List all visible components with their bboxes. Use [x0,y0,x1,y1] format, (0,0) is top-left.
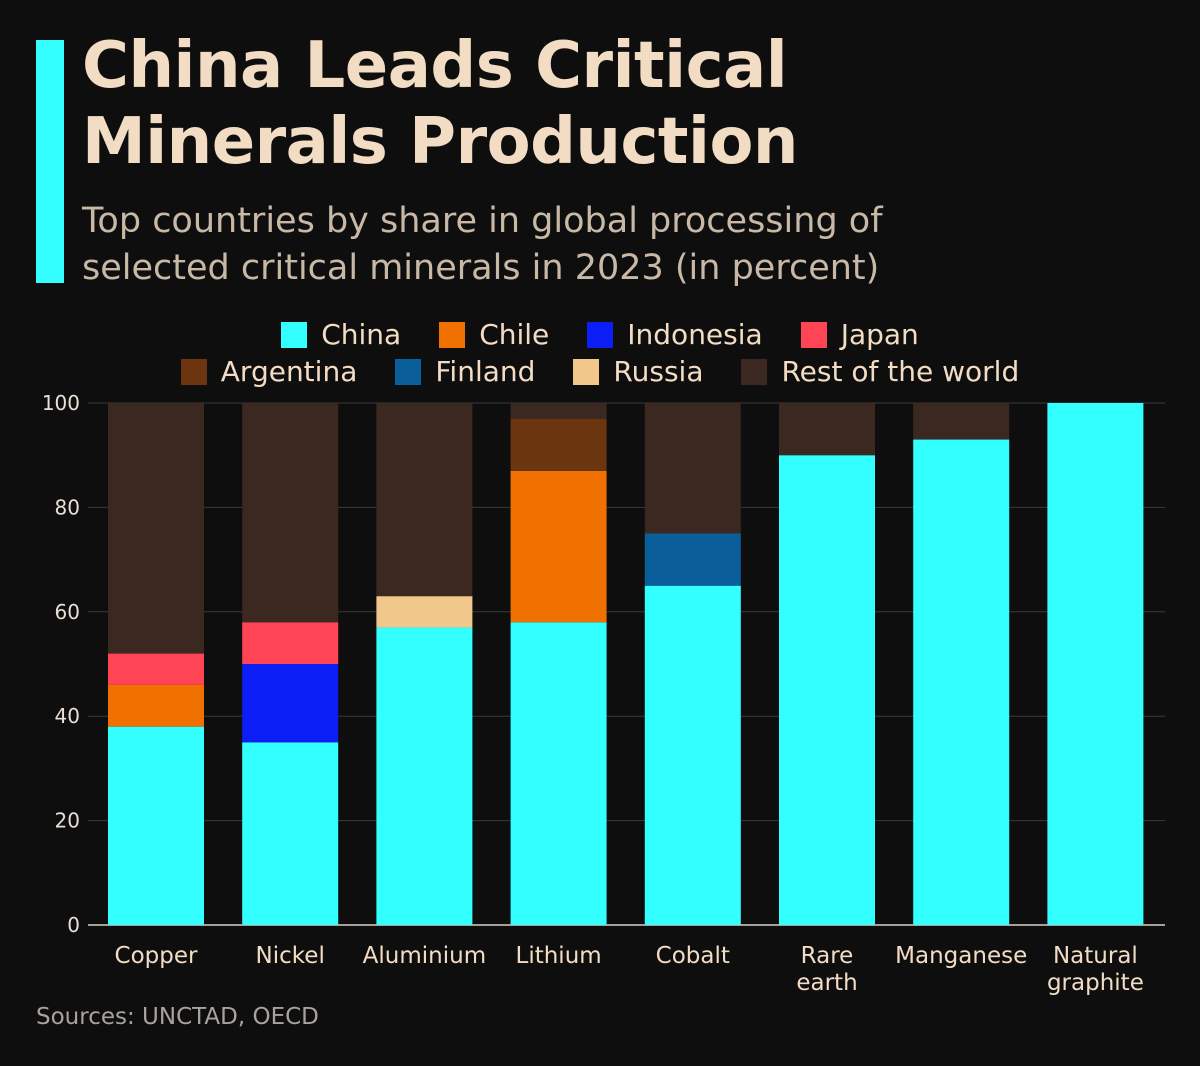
bar-segment-china [108,726,204,925]
subtitle-line-1: Top countries by share in global process… [82,201,883,241]
bar-segment-japan [108,653,204,685]
legend-label: Indonesia [627,318,763,351]
legend-swatch [281,321,308,348]
legend-label: Finland [435,355,536,388]
bar-segment-rest-of-the-world [376,403,473,597]
y-tick-label: 60 [55,600,80,624]
x-tick-label: Lithium [516,943,602,969]
x-tick-label: Manganese [895,943,1027,969]
legend-label: Argentina [220,355,358,388]
legend-row-2: Argentina Finland Russia Rest of the world [0,355,1200,388]
bar-segment-indonesia [242,664,339,743]
legend-label: Chile [479,318,550,351]
y-tick-label: 0 [67,913,80,937]
bar-segment-chile [108,684,204,727]
bar-segment-china [1047,403,1144,925]
bar-segment-finland [644,533,741,586]
legend-item: Japan [800,318,919,351]
bar-segment-russia [376,596,473,628]
bar-segment-rest-of-the-world [510,403,607,419]
legend-swatch [439,321,466,348]
title-line-1: China Leads Critical [82,29,788,103]
bar-segment-rest-of-the-world [779,403,875,456]
legend-item: Argentina [180,355,358,388]
legend-item: Finland [395,355,535,388]
legend-item: China [281,318,401,351]
legend-label: Russia [613,355,704,388]
chart-subtitle: Top countries by share in global process… [82,198,883,292]
bar-segment-rest-of-the-world [108,403,204,654]
legend-swatch [800,321,827,348]
bar-segment-china [510,622,607,925]
bar-segment-argentina [510,418,607,471]
x-tick-label: Aluminium [363,943,486,969]
x-tick-label: Natural graphite [1047,943,1144,996]
x-tick-label: Nickel [256,943,325,969]
legend-swatch [573,358,600,385]
bar-segment-japan [242,622,339,664]
legend-label: China [321,318,402,351]
x-tick-label: Rare earth [796,943,857,996]
y-tick-label: 20 [55,809,80,833]
bar-segment-rest-of-the-world [242,403,339,623]
legend-row-1: China Chile Indonesia Japan [0,318,1200,351]
legend-item: Indonesia [587,318,763,351]
bar-segment-china [779,455,875,925]
bar-segment-china [644,585,741,925]
bar-segment-china [242,742,339,925]
bar-segment-china [913,439,1010,925]
legend-swatch [741,358,768,385]
legend-label: Rest of the world [781,355,1020,388]
title-accent-bar [36,40,64,283]
bar-segment-china [376,627,473,925]
bar-segment-rest-of-the-world [913,403,1010,440]
subtitle-line-2: selected critical minerals in 2023 (in p… [82,248,880,288]
y-tick-label: 80 [55,495,80,519]
bar-segment-rest-of-the-world [644,403,741,534]
legend-item: Chile [439,318,549,351]
bar-segment-chile [510,470,607,623]
x-tick-label: Cobalt [656,943,730,969]
legend-item: Rest of the world [741,355,1019,388]
chart-title: China Leads Critical Minerals Production [82,28,798,180]
y-tick-label: 100 [42,391,80,415]
legend-swatch [395,358,422,385]
x-tick-label: Copper [115,943,198,969]
legend-label: Japan [840,318,919,351]
legend-swatch [180,358,207,385]
y-tick-label: 40 [55,704,80,728]
source-note: Sources: UNCTAD, OECD [36,1004,319,1030]
legend-item: Russia [573,355,703,388]
legend-swatch [587,321,614,348]
title-line-2: Minerals Production [82,105,798,179]
